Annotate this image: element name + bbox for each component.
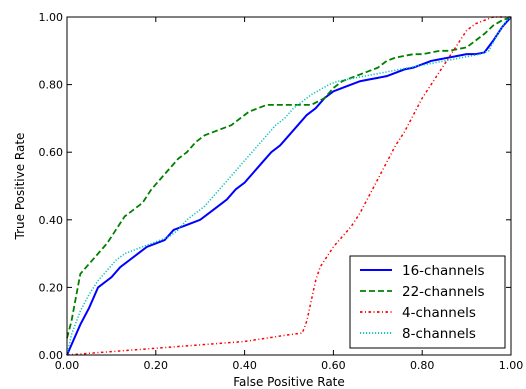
plot-frame (66, 16, 512, 356)
y-axis-label: True Positive Rate (13, 133, 27, 241)
x-tick-label: 0.40 (232, 359, 257, 372)
legend-label: 4-channels (402, 305, 476, 321)
x-axis-label: False Positive Rate (233, 375, 345, 389)
y-tick-label: 0.80 (39, 79, 64, 92)
series-line-22-channels (66, 16, 512, 339)
y-tick-label: 0.40 (39, 214, 64, 227)
x-tick-label: 0.80 (410, 359, 435, 372)
x-tick-label: 0.20 (144, 359, 169, 372)
series-layer (66, 16, 512, 356)
legend-label: 16-channels (402, 263, 485, 279)
legend-label: 22-channels (402, 284, 485, 300)
ticks-layer: 0.00 0.20 0.40 0.60 0.80 1.00 0.00 0.20 0.40 0.60… (39, 11, 524, 372)
y-tick-label: 1.00 (39, 11, 64, 24)
series-line-4-channels (66, 16, 511, 356)
series-line-16-channels (66, 16, 512, 356)
legend: 16-channels 22-channels 4-channels 8-channe… (349, 255, 506, 349)
legend-label: 8-channels (402, 326, 476, 342)
x-tick-label: 0.60 (321, 359, 346, 372)
x-tick-label: 1.00 (499, 359, 524, 372)
x-tick-label: 0.00 (55, 359, 80, 372)
y-tick-label: 0.00 (39, 349, 64, 362)
y-tick-label: 0.60 (39, 146, 64, 159)
series-line-8-channels (66, 16, 512, 356)
y-tick-label: 0.20 (39, 281, 64, 294)
